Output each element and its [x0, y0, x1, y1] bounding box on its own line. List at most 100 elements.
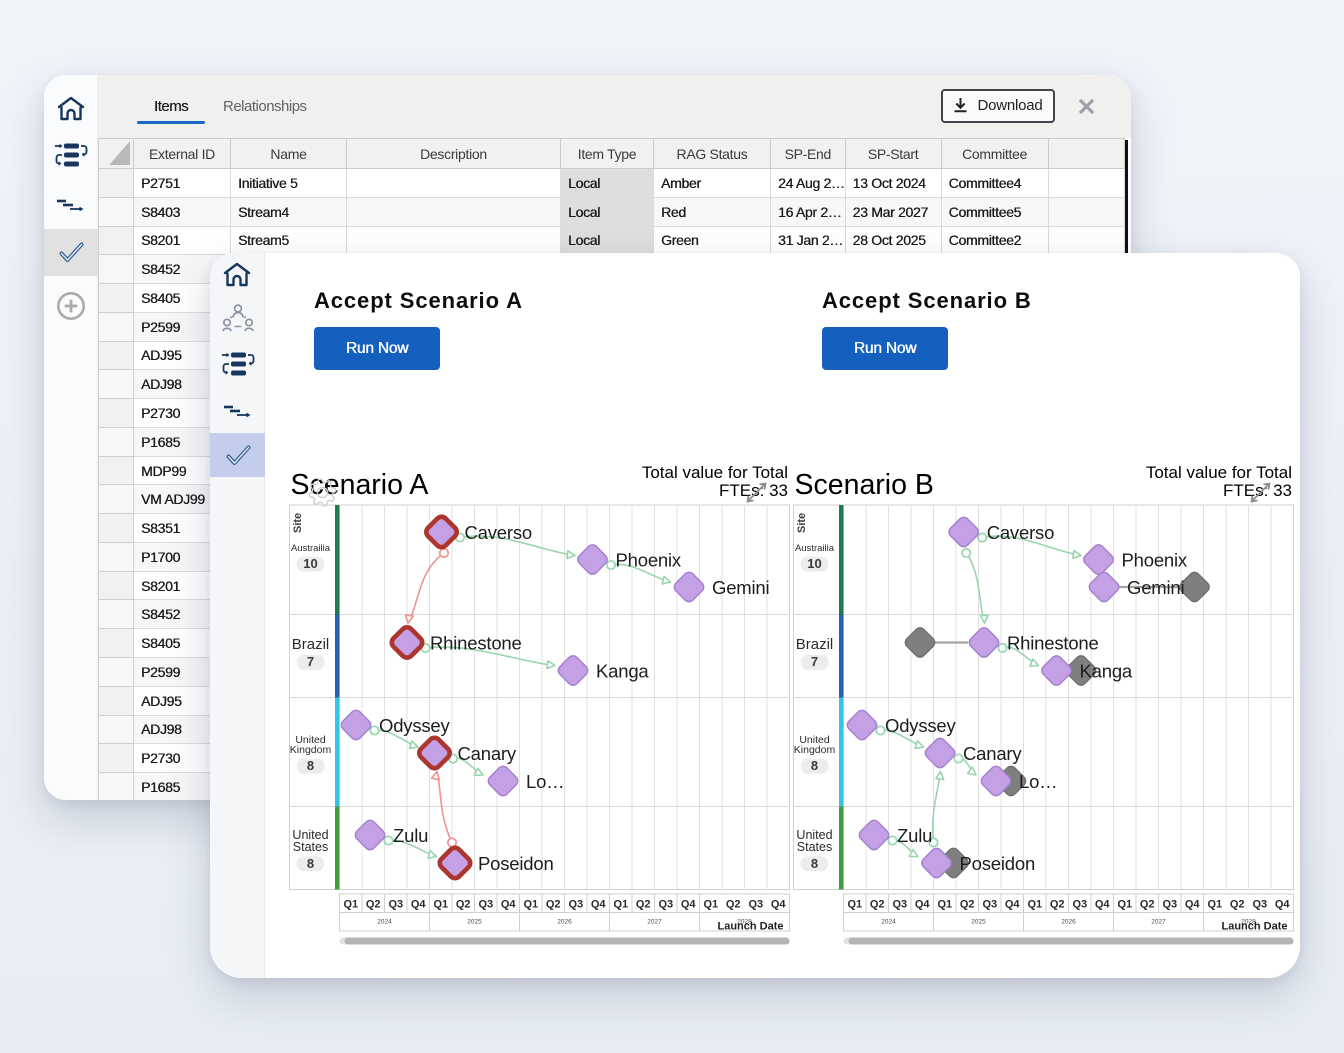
svg-text:Q2: Q2	[870, 899, 885, 911]
svg-text:Site: Site	[796, 513, 808, 533]
svg-text:Q2: Q2	[546, 899, 561, 911]
svg-text:Site: Site	[292, 513, 304, 533]
svg-text:Rhinestone: Rhinestone	[1007, 633, 1099, 654]
svg-text:Q3: Q3	[478, 899, 493, 911]
svg-text:FTEs: 33: FTEs: 33	[719, 481, 788, 500]
svg-text:Q1: Q1	[1207, 899, 1222, 911]
svg-text:2028: 2028	[1241, 919, 1256, 926]
svg-text:United: United	[799, 734, 830, 746]
svg-text:10: 10	[807, 556, 821, 571]
svg-text:Q4: Q4	[915, 899, 931, 911]
svg-text:Q1: Q1	[1027, 899, 1042, 911]
svg-text:2026: 2026	[1061, 919, 1076, 926]
svg-text:Q4: Q4	[1005, 899, 1021, 911]
svg-text:Q3: Q3	[658, 899, 673, 911]
svg-text:10: 10	[303, 556, 317, 571]
svg-text:Q3: Q3	[982, 899, 997, 911]
svg-text:United: United	[796, 828, 832, 842]
svg-text:Q4: Q4	[1185, 899, 1201, 911]
svg-text:Q2: Q2	[636, 899, 651, 911]
svg-text:2025: 2025	[971, 919, 986, 926]
svg-text:Lo…: Lo…	[526, 771, 564, 792]
svg-text:Launch Date: Launch Date	[1221, 921, 1287, 933]
svg-text:Q3: Q3	[568, 899, 583, 911]
svg-text:Q1: Q1	[433, 899, 448, 911]
svg-text:Kanga: Kanga	[1080, 661, 1133, 682]
svg-text:2026: 2026	[557, 919, 572, 926]
svg-text:8: 8	[811, 856, 818, 871]
svg-text:Q2: Q2	[726, 899, 741, 911]
svg-text:2028: 2028	[737, 919, 752, 926]
svg-text:Lo…: Lo…	[1019, 771, 1057, 792]
svg-text:Q1: Q1	[343, 899, 358, 911]
svg-text:Q1: Q1	[523, 899, 538, 911]
svg-text:2025: 2025	[467, 919, 482, 926]
svg-text:Q1: Q1	[847, 899, 862, 911]
svg-text:Q2: Q2	[1230, 899, 1245, 911]
svg-text:Scenario A: Scenario A	[291, 469, 429, 501]
svg-text:Total value for Total: Total value for Total	[642, 463, 788, 482]
svg-text:Q1: Q1	[1117, 899, 1132, 911]
svg-text:Gemini: Gemini	[1127, 577, 1184, 598]
svg-text:Q2: Q2	[366, 899, 381, 911]
svg-text:Q4: Q4	[591, 899, 607, 911]
svg-text:7: 7	[811, 654, 818, 669]
svg-text:Caverso: Caverso	[465, 522, 533, 543]
svg-text:FTEs: 33: FTEs: 33	[1223, 481, 1292, 500]
svg-text:Kingdom: Kingdom	[290, 744, 332, 756]
svg-text:Q1: Q1	[703, 899, 718, 911]
svg-text:Q4: Q4	[1275, 899, 1291, 911]
svg-text:8: 8	[811, 758, 818, 773]
svg-text:8: 8	[307, 758, 314, 773]
svg-text:2027: 2027	[647, 919, 662, 926]
svg-text:Phoenix: Phoenix	[1122, 550, 1188, 571]
svg-text:United: United	[292, 828, 328, 842]
svg-text:Q3: Q3	[1072, 899, 1087, 911]
svg-text:7: 7	[307, 654, 314, 669]
svg-text:Q4: Q4	[771, 899, 787, 911]
svg-text:Gemini: Gemini	[712, 577, 769, 598]
svg-text:Kanga: Kanga	[596, 661, 649, 682]
svg-text:Q2: Q2	[456, 899, 471, 911]
svg-text:2027: 2027	[1151, 919, 1166, 926]
svg-text:Q1: Q1	[613, 899, 628, 911]
svg-text:Brazil: Brazil	[292, 636, 330, 653]
svg-text:Q3: Q3	[388, 899, 403, 911]
svg-text:Zulu: Zulu	[897, 825, 932, 846]
svg-text:Austrailia: Austrailia	[291, 543, 331, 554]
svg-text:Austrailia: Austrailia	[795, 543, 835, 554]
svg-text:United: United	[295, 734, 326, 746]
svg-text:Canary: Canary	[458, 743, 517, 764]
svg-text:Scenario B: Scenario B	[795, 469, 934, 501]
svg-text:2024: 2024	[881, 919, 896, 926]
svg-text:Q3: Q3	[1252, 899, 1267, 911]
svg-text:Poseidon: Poseidon	[478, 853, 554, 874]
svg-text:Q2: Q2	[1140, 899, 1155, 911]
svg-text:Brazil: Brazil	[796, 636, 834, 653]
svg-text:States: States	[797, 840, 832, 854]
svg-text:Caverso: Caverso	[987, 522, 1054, 543]
svg-text:Q4: Q4	[501, 899, 517, 911]
svg-text:Poseidon: Poseidon	[960, 853, 1036, 874]
svg-text:Q1: Q1	[937, 899, 952, 911]
svg-text:2024: 2024	[377, 919, 392, 926]
svg-text:Odyssey: Odyssey	[885, 715, 957, 736]
svg-text:Q4: Q4	[1095, 899, 1111, 911]
svg-text:Phoenix: Phoenix	[616, 550, 682, 571]
svg-text:Rhinestone: Rhinestone	[430, 633, 522, 654]
svg-text:States: States	[293, 840, 328, 854]
svg-text:Q4: Q4	[681, 899, 697, 911]
svg-text:Zulu: Zulu	[393, 825, 428, 846]
svg-text:Launch Date: Launch Date	[717, 921, 783, 933]
svg-text:8: 8	[307, 856, 314, 871]
svg-text:Total value for Total: Total value for Total	[1146, 463, 1292, 482]
svg-text:Kingdom: Kingdom	[794, 744, 836, 756]
svg-text:Q2: Q2	[960, 899, 975, 911]
svg-text:Canary: Canary	[963, 743, 1022, 764]
svg-text:Q3: Q3	[748, 899, 763, 911]
svg-text:Q2: Q2	[1050, 899, 1065, 911]
svg-text:Q3: Q3	[1162, 899, 1177, 911]
svg-text:Odyssey: Odyssey	[379, 715, 451, 736]
svg-text:Q4: Q4	[411, 899, 427, 911]
svg-text:Q3: Q3	[892, 899, 907, 911]
